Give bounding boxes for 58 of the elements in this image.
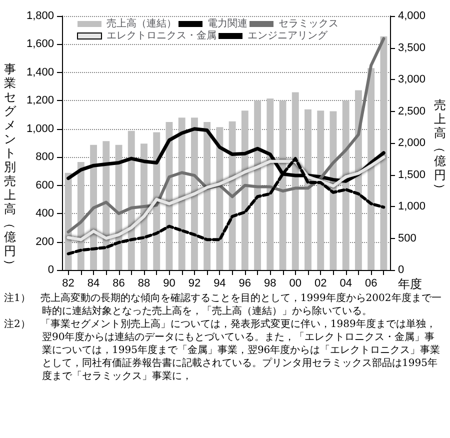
text: 注1） 売上高変動の長期的な傾向を確認することを目的として，1999年度から2002年度まで一時的に連結対象となった売上高を，「売上高（連結）」から除いている。 [4, 292, 442, 318]
x-tick-label: 04 [340, 278, 352, 290]
legend-label: 電力関連 [208, 18, 248, 30]
bar [368, 68, 375, 270]
y-tick-label: 1,400 [26, 66, 54, 78]
x-tick-label: 06 [364, 278, 378, 290]
bar [292, 92, 299, 270]
x-tick-label: 98 [264, 278, 276, 290]
y2-tick-label: 2,500 [398, 105, 426, 118]
x-tick-label: 84 [87, 278, 100, 290]
bar [317, 110, 324, 270]
y2-tick-label: 3,500 [398, 42, 426, 54]
y2-tick-label: 4,000 [398, 10, 426, 22]
bar [254, 100, 262, 270]
bar [178, 118, 186, 270]
x-tick-label: 00 [289, 278, 302, 290]
bar [241, 110, 248, 270]
legend-label: エレクトロニクス・金属 [106, 30, 216, 42]
y-tick-label: 800 [36, 151, 54, 164]
bar [64, 172, 72, 270]
y-tick-label: 600 [36, 179, 54, 192]
legend-label: エンジニアリング [248, 30, 328, 42]
legend-label: セラミックス [278, 18, 338, 30]
bar [354, 90, 362, 270]
y2-tick-label: 3,000 [398, 74, 426, 86]
bar [342, 100, 350, 270]
bar [266, 98, 274, 270]
x-tick-label: 02 [314, 278, 327, 290]
x-tick-label: 94 [214, 278, 226, 290]
y-tick-label: 200 [36, 236, 54, 248]
text: 事業セグメント別売上高（億円） [3, 62, 17, 271]
x-tick-label: 90 [163, 278, 176, 290]
y2-tick-label: 1,500 [398, 168, 426, 181]
y2-axis-title: 売上高（億円） [433, 98, 447, 195]
x-axis-title: 年度 [398, 277, 422, 291]
y2-tick-label: 500 [398, 232, 416, 244]
y2-tick-label: 0 [398, 264, 404, 276]
y2-tick-label: 1,000 [398, 200, 426, 212]
x-tick-label: 88 [138, 278, 150, 290]
bar [304, 109, 312, 270]
y-tick-label: 0 [48, 264, 54, 276]
y-tick-label: 1,000 [26, 122, 54, 135]
y-tick-label: 1,600 [26, 38, 54, 50]
y-tick-label: 1,200 [26, 94, 54, 107]
x-tick-label: 82 [62, 278, 74, 290]
y2-tick-label: 2,000 [398, 137, 426, 149]
bar [380, 36, 388, 270]
x-tick-label: 86 [112, 278, 125, 290]
text: 注2） 「事業セグメント別売上高」については，発表形式変更に伴い，1989年度までは単独，翌90年度からは連結のデータにもとづいている。また，「エレクトロニクス・金属」事業については，1995年度まで「金属」事業，翌96年度からは「エレクトロニクス」事業として，同社有価証券報告書に記載されている。プリンタ用セラミックス部品は1995年度まで「セラミックス」事業に， [4, 318, 442, 383]
bar [190, 118, 198, 270]
y-tick-label: 400 [36, 208, 54, 220]
x-tick-label: 96 [238, 278, 252, 290]
x-tick-label: 92 [188, 278, 201, 290]
bar [204, 122, 211, 270]
y-tick-label: 1,800 [26, 10, 54, 22]
line-series [66, 156, 386, 242]
bar [102, 141, 110, 270]
legend-label: 売上高（連結） [106, 18, 176, 30]
